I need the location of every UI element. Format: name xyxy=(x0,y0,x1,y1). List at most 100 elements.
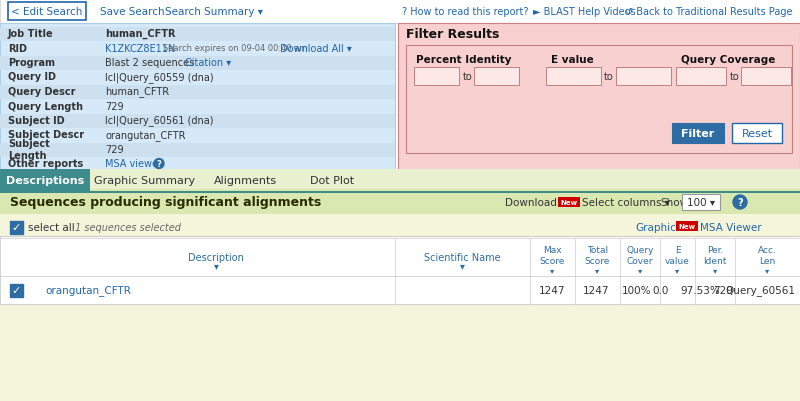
Text: ✓: ✓ xyxy=(12,286,21,296)
Bar xyxy=(0,144,395,158)
Text: Cover: Cover xyxy=(626,256,654,265)
Text: Download All ▾: Download All ▾ xyxy=(280,43,352,53)
Text: human_CFTR: human_CFTR xyxy=(105,29,175,39)
Text: K1ZKCZ8E11N: K1ZKCZ8E11N xyxy=(105,43,175,53)
Text: Filter: Filter xyxy=(682,129,714,139)
Bar xyxy=(0,215,800,401)
Bar xyxy=(8,3,86,21)
Text: Descriptions: Descriptions xyxy=(6,176,84,186)
Text: orangutan_CFTR: orangutan_CFTR xyxy=(45,285,131,296)
Bar xyxy=(10,221,23,235)
Text: 100%: 100% xyxy=(622,285,652,295)
Text: Scientific Name: Scientific Name xyxy=(424,252,501,262)
Text: ▾: ▾ xyxy=(766,266,770,275)
Bar xyxy=(546,68,601,86)
Bar xyxy=(732,124,782,144)
Text: Save Search: Save Search xyxy=(100,7,165,17)
Bar xyxy=(0,237,800,304)
Text: Ident: Ident xyxy=(703,256,726,265)
Text: 97.53%: 97.53% xyxy=(680,285,720,295)
Text: Dot Plot: Dot Plot xyxy=(310,176,354,186)
Text: Score: Score xyxy=(540,256,565,265)
Text: Alignments: Alignments xyxy=(214,176,277,186)
Bar xyxy=(676,221,698,231)
Bar xyxy=(0,24,395,172)
Bar xyxy=(0,192,800,194)
Text: Query Length: Query Length xyxy=(8,101,83,111)
Bar xyxy=(676,68,726,86)
Text: Graphics: Graphics xyxy=(635,223,682,233)
Text: ?: ? xyxy=(157,160,162,168)
Text: Description: Description xyxy=(188,252,244,262)
Bar xyxy=(0,85,395,100)
Text: ↺ Back to Traditional Results Page: ↺ Back to Traditional Results Page xyxy=(625,7,793,17)
Text: Query_60561: Query_60561 xyxy=(725,285,795,296)
Text: Percent Identity: Percent Identity xyxy=(416,55,511,65)
Text: 0.0: 0.0 xyxy=(653,285,669,295)
Bar xyxy=(474,68,519,86)
Text: Score: Score xyxy=(585,256,610,265)
Text: Query: Query xyxy=(626,246,654,255)
Text: select all: select all xyxy=(28,223,74,233)
Text: RID: RID xyxy=(8,43,27,53)
Text: to: to xyxy=(463,72,473,82)
Text: 100 ▾: 100 ▾ xyxy=(687,198,715,207)
Text: New: New xyxy=(678,223,695,229)
Bar xyxy=(0,57,395,71)
Text: Subject Descr: Subject Descr xyxy=(8,130,84,140)
Text: Max: Max xyxy=(543,246,562,255)
Text: Select columns ▾: Select columns ▾ xyxy=(582,198,670,207)
Text: Show: Show xyxy=(660,198,688,207)
Text: ▾: ▾ xyxy=(214,260,218,270)
Text: Graphic Summary: Graphic Summary xyxy=(94,176,195,186)
Text: Per.: Per. xyxy=(707,246,723,255)
Bar xyxy=(682,194,720,211)
Text: ► BLAST Help Videos: ► BLAST Help Videos xyxy=(533,7,636,17)
Bar xyxy=(741,68,791,86)
Text: to: to xyxy=(604,72,614,82)
Bar xyxy=(672,124,724,144)
Bar xyxy=(398,24,800,172)
Bar xyxy=(0,190,800,215)
Text: Job Title: Job Title xyxy=(8,29,54,39)
Text: < Edit Search: < Edit Search xyxy=(11,7,82,17)
Circle shape xyxy=(733,196,747,209)
Bar xyxy=(10,284,23,297)
Text: ? How to read this report?: ? How to read this report? xyxy=(402,7,529,17)
Text: ▾: ▾ xyxy=(713,266,717,275)
Bar xyxy=(0,28,395,42)
Text: to: to xyxy=(730,72,740,82)
Text: Query Descr: Query Descr xyxy=(8,87,75,97)
Bar xyxy=(0,276,800,304)
Bar xyxy=(0,170,90,192)
Text: New: New xyxy=(561,200,578,205)
Bar xyxy=(406,46,792,154)
Text: 1247: 1247 xyxy=(582,285,610,295)
Bar xyxy=(0,217,800,239)
Text: 1 sequences selected: 1 sequences selected xyxy=(75,223,181,233)
Bar xyxy=(0,114,395,129)
Text: ▾: ▾ xyxy=(460,260,465,270)
Text: 729: 729 xyxy=(105,101,124,111)
Text: Download ▾: Download ▾ xyxy=(505,198,566,207)
Text: MSA viewer: MSA viewer xyxy=(105,159,162,169)
Text: ?: ? xyxy=(737,198,743,207)
Text: ✓: ✓ xyxy=(12,223,21,233)
Text: Query ID: Query ID xyxy=(8,72,56,82)
Bar xyxy=(0,170,800,192)
Text: Search expires on 09-04 00:40 am: Search expires on 09-04 00:40 am xyxy=(163,44,307,53)
Bar xyxy=(558,198,580,207)
Text: Filter Results: Filter Results xyxy=(406,27,499,41)
Circle shape xyxy=(154,159,164,169)
Text: Search Summary ▾: Search Summary ▾ xyxy=(165,7,263,17)
Text: Citation ▾: Citation ▾ xyxy=(185,58,231,68)
Text: lcl|Query_60561 (dna): lcl|Query_60561 (dna) xyxy=(105,115,214,126)
Text: E value: E value xyxy=(551,55,594,65)
Text: ▾: ▾ xyxy=(638,266,642,275)
Text: human_CFTR: human_CFTR xyxy=(105,86,169,97)
Bar xyxy=(616,68,671,86)
Text: Sequences producing significant alignments: Sequences producing significant alignmen… xyxy=(10,196,322,209)
Text: value: value xyxy=(665,256,690,265)
Text: Program: Program xyxy=(8,58,55,68)
Text: Len: Len xyxy=(759,256,776,265)
